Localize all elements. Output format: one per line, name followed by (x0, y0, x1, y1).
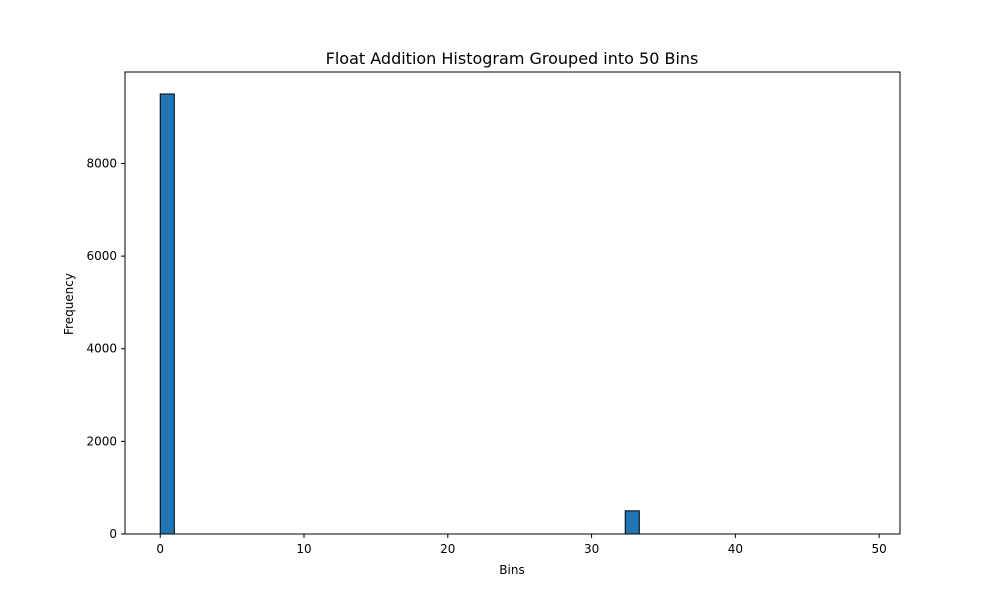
x-axis-label: Bins (499, 563, 524, 577)
y-tick-label: 2000 (86, 434, 117, 448)
y-tick-label: 8000 (86, 156, 117, 170)
axes-layer: 0 10 20 30 40 50 0 2000 4000 6000 8000 (86, 71, 901, 556)
x-tick-label: 30 (584, 542, 599, 556)
histogram-bar (624, 510, 640, 535)
x-tick-label: 10 (296, 542, 311, 556)
x-tick-label: 0 (156, 542, 164, 556)
bars-layer (159, 93, 640, 535)
y-axis-label: Frequency (62, 273, 76, 335)
y-tick-label: 0 (109, 527, 117, 541)
x-tick-label: 50 (872, 542, 887, 556)
x-tick-label: 20 (440, 542, 455, 556)
y-tick-label: 4000 (86, 342, 117, 356)
plot-frame (124, 71, 901, 535)
y-tick-label: 6000 (86, 249, 117, 263)
chart-title: Float Addition Histogram Grouped into 50… (326, 49, 699, 68)
x-tick-label: 40 (728, 542, 743, 556)
histogram-bar (159, 93, 175, 535)
